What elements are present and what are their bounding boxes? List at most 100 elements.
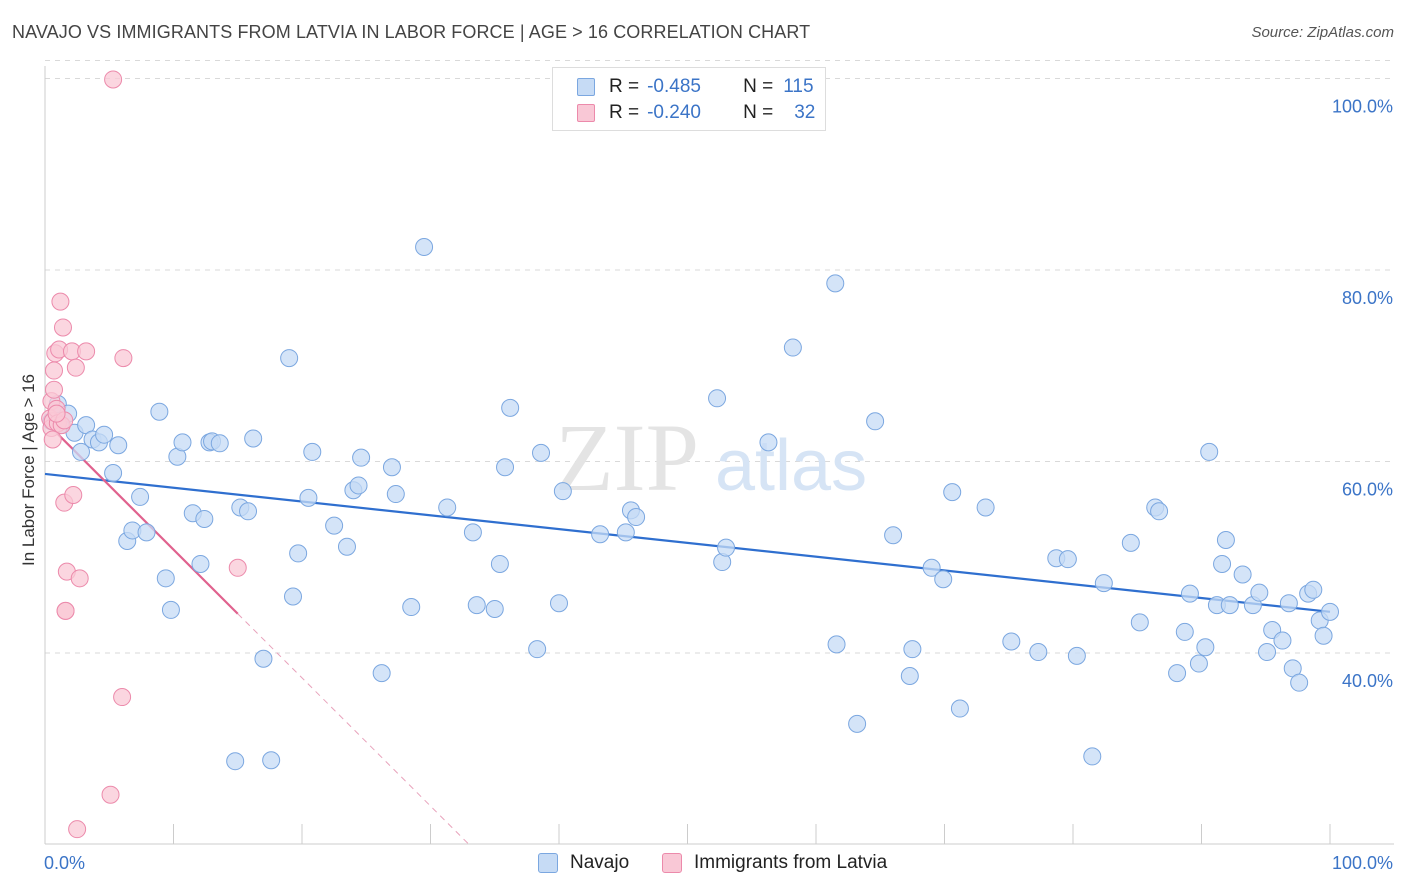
latvia-point <box>53 318 72 337</box>
latvia-point <box>104 70 123 89</box>
navajo-point <box>289 544 308 563</box>
navajo-point <box>262 751 281 770</box>
navajo-point <box>1180 584 1199 603</box>
navajo-point <box>299 488 318 507</box>
latvia-trend-extension <box>237 613 470 845</box>
latvia-point <box>51 292 70 311</box>
navajo-point <box>415 238 434 257</box>
navajo-point <box>501 398 520 417</box>
navajo-point <box>1150 502 1169 521</box>
latvia-point <box>70 569 89 588</box>
navajo-point <box>1196 638 1215 657</box>
navajo-point <box>826 274 845 293</box>
navajo-point <box>1083 747 1102 766</box>
latvia-point <box>56 601 75 620</box>
navajo-point <box>156 569 175 588</box>
latvia-r-value: -0.240 <box>647 102 701 123</box>
chart-title: NAVAJO VS IMMIGRANTS FROM LATVIA IN LABO… <box>12 22 811 42</box>
navajo-point <box>150 402 169 421</box>
latvia-point <box>113 688 132 707</box>
navajo-point <box>239 502 258 521</box>
navajo-point <box>717 538 736 557</box>
navajo-point <box>1094 574 1113 593</box>
navajo-point <box>372 664 391 683</box>
y-tick-label-100: 100.0% <box>1332 97 1393 117</box>
latvia-n-label: N = <box>743 102 774 123</box>
navajo-point <box>1121 533 1140 552</box>
navajo-point <box>438 498 457 517</box>
navajo-point <box>226 752 245 771</box>
navajo-point <box>1290 673 1309 692</box>
legend-item-navajo[interactable]: Navajo <box>538 852 629 874</box>
navajo-n-value: 115 <box>783 76 814 97</box>
navajo-point <box>1220 596 1239 615</box>
latvia-point <box>228 558 247 577</box>
latvia-swatch <box>577 104 595 122</box>
series-legend: Navajo Immigrants from Latvia <box>0 852 1406 878</box>
navajo-point <box>550 594 568 613</box>
navajo-point <box>950 699 969 718</box>
navajo-point <box>337 537 356 556</box>
navajo-point <box>866 412 885 431</box>
legend-navajo-swatch <box>538 853 558 873</box>
navajo-point <box>532 443 551 462</box>
navajo-point <box>109 436 128 455</box>
navajo-point <box>496 458 515 477</box>
navajo-point <box>490 554 509 573</box>
navajo-point <box>848 714 867 733</box>
navajo-point <box>325 516 344 535</box>
navajo-point <box>1250 583 1269 602</box>
y-tick-label-60: 60.0% <box>1342 480 1393 500</box>
navajo-point <box>759 433 778 452</box>
latvia-point <box>101 785 120 804</box>
legend-latvia-swatch <box>662 853 682 873</box>
latvia-point <box>114 349 133 368</box>
navajo-point <box>1168 664 1187 683</box>
navajo-point <box>352 448 371 467</box>
navajo-point <box>627 508 646 527</box>
navajo-point <box>1273 631 1292 650</box>
navajo-point <box>284 587 303 606</box>
navajo-point <box>1314 626 1333 645</box>
navajo-n-label: N = <box>743 76 774 97</box>
y-axis-label: In Labor Force | Age > 16 <box>19 373 38 566</box>
legend-row-latvia: R = -0.240 N = 32 <box>577 100 815 126</box>
navajo-point <box>463 523 482 542</box>
navajo-point <box>976 498 995 517</box>
navajo-point <box>934 570 953 589</box>
navajo-point <box>1058 550 1077 569</box>
watermark-atlas: atlas <box>715 426 867 506</box>
navajo-point <box>386 485 405 504</box>
data-points <box>41 70 1339 839</box>
y-tick-label-80: 80.0% <box>1342 288 1393 308</box>
navajo-point <box>349 476 368 495</box>
navajo-point <box>1175 622 1194 641</box>
navajo-point <box>1200 442 1219 461</box>
navajo-point <box>104 463 123 482</box>
watermark-zip: ZIP <box>555 404 699 511</box>
navajo-point <box>553 482 572 501</box>
navajo-point <box>244 429 263 448</box>
navajo-trend-line <box>44 472 1331 613</box>
navajo-point <box>922 558 941 577</box>
navajo-point <box>900 666 919 685</box>
x-tick-label-min: 0.0% <box>44 853 85 873</box>
latvia-point <box>43 430 62 449</box>
gridlines <box>45 60 1394 654</box>
legend-navajo-label: Navajo <box>570 852 630 873</box>
latvia-point <box>68 820 87 839</box>
navajo-point <box>195 509 214 528</box>
navajo-point <box>616 523 635 542</box>
latvia-point <box>64 486 83 505</box>
tick-labels: 40.0% 60.0% 80.0% 100.0% 0.0% 100.0% <box>44 97 1393 874</box>
legend-item-latvia[interactable]: Immigrants from Latvia <box>662 852 887 874</box>
navajo-point <box>210 434 229 453</box>
navajo-point <box>254 649 273 668</box>
navajo-point <box>485 599 504 618</box>
navajo-point <box>1216 531 1235 550</box>
navajo-swatch <box>577 78 595 96</box>
navajo-point <box>528 640 547 659</box>
legend-latvia-label: Immigrants from Latvia <box>694 852 888 873</box>
navajo-point <box>884 526 903 545</box>
